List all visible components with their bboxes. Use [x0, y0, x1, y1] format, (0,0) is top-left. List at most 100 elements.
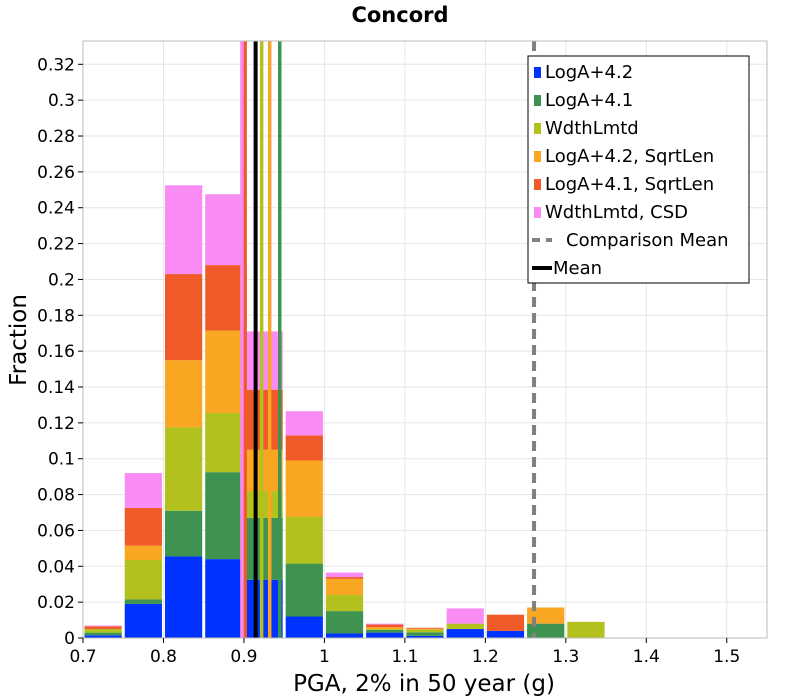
bar-segment [366, 627, 404, 630]
y-axis-label: Fraction [6, 294, 32, 386]
x-tick-label: 0.9 [230, 647, 257, 667]
bar-segment [446, 623, 484, 630]
y-tick-label: 0.18 [37, 306, 75, 326]
legend-swatch [534, 151, 541, 162]
legend: LogA+4.2 LogA+4.1 WdthLmtd LogA+4.2, SqrtLe… [527, 55, 750, 284]
legend-label: LogA+4.2, SqrtLen [545, 146, 714, 167]
bar-segment [245, 449, 283, 491]
bar-segment [325, 572, 364, 578]
legend-label: WdthLmtd [545, 118, 639, 139]
legend-swatch [534, 95, 541, 106]
legend-label: LogA+4.1, SqrtLen [545, 174, 714, 195]
bar-segment [164, 427, 203, 511]
x-tick-label: 1.3 [552, 647, 579, 667]
bar-segment [406, 629, 444, 633]
bar-segment [205, 472, 243, 560]
bar-segment [325, 633, 364, 638]
legend-box [527, 55, 750, 284]
y-tick-label: 0.1 [48, 450, 75, 470]
bar-segment [124, 508, 162, 546]
bar-segment [486, 614, 525, 631]
bar-segment [164, 274, 203, 361]
y-tick-label: 0.14 [37, 378, 75, 398]
bar-segment [406, 632, 444, 636]
legend-label: LogA+4.1 [545, 90, 633, 111]
bar-segment [124, 599, 162, 604]
bar-segment [245, 389, 283, 450]
bar-segment [446, 629, 484, 638]
bar-segment [205, 413, 243, 473]
bar-segment [325, 577, 364, 579]
x-tick-label: 0.8 [150, 647, 177, 667]
bars [84, 185, 605, 638]
bar-segment [245, 331, 283, 390]
bar-segment [406, 635, 444, 638]
y-tick-label: 0 [64, 629, 75, 649]
plot-frame [82, 40, 768, 639]
y-tick-label: 0.28 [37, 127, 75, 147]
x-axis-label: PGA, 2% in 50 year (g) [293, 671, 555, 697]
y-tick-label: 0.16 [37, 342, 75, 362]
bar-segment [84, 625, 122, 627]
bar-segment [285, 616, 323, 638]
bar-segment [366, 624, 404, 628]
x-tick-label: 1.4 [633, 647, 660, 667]
bar-segment [366, 629, 404, 633]
y-tick-label: 0.2 [48, 270, 75, 290]
bar-segment [164, 360, 203, 428]
bar-segment [285, 460, 323, 517]
legend-label: LogA+4.2 [545, 62, 633, 83]
bar-segment [205, 559, 243, 638]
y-tick-label: 0.3 [48, 91, 75, 111]
x-tick-label: 0.7 [69, 647, 96, 667]
bar-segment [406, 627, 444, 629]
bar-segment [325, 594, 364, 612]
bar-segment [205, 330, 243, 414]
bar-segment [164, 185, 203, 275]
legend-swatch [534, 123, 541, 134]
bar-segment [84, 632, 122, 636]
legend-swatch [534, 67, 541, 78]
bar-segment [205, 265, 243, 331]
chart-title: Concord [351, 3, 448, 27]
bar-segment [285, 411, 323, 436]
y-tick-label: 0.02 [37, 593, 75, 613]
bar-segment [164, 510, 203, 557]
bar-segment [527, 623, 565, 638]
bar-segment [124, 545, 162, 561]
bar-segment [285, 435, 323, 461]
bar-segment [366, 623, 404, 625]
bar-segment [486, 630, 525, 638]
bar-segment [366, 629, 404, 630]
bar-segment [84, 629, 122, 633]
bar-segment [124, 473, 162, 509]
x-tick-label: 1.1 [391, 647, 418, 667]
x-tick-label: 1.2 [472, 647, 499, 667]
legend-label: Comparison Mean [566, 230, 729, 251]
legend-swatch [534, 207, 541, 218]
legend-label: Mean [553, 258, 602, 279]
bar-segment [567, 621, 605, 638]
bar-segment [84, 626, 122, 630]
y-tick-label: 0.06 [37, 521, 75, 541]
bar-segment [245, 490, 283, 518]
bar-segment [285, 516, 323, 564]
y-tick-label: 0.32 [37, 55, 75, 75]
bar-segment [245, 517, 283, 580]
bar-segment [164, 556, 203, 638]
bar-segment [406, 628, 444, 630]
bar-segment [124, 560, 162, 600]
legend-label: WdthLmtd, CSD [545, 202, 688, 223]
legend-swatch [534, 179, 541, 190]
bar-segment [84, 635, 122, 638]
mean-lines [240, 41, 537, 638]
bar-segment [325, 611, 364, 634]
x-tick-label: 1.5 [713, 647, 740, 667]
bar-segment [325, 578, 364, 595]
axes: 0.7 0.8 0.9 1 1.1 1.2 1.3 1.4 1.5 0 0.02 0.04 0.06 0.… [37, 55, 740, 667]
y-tick-label: 0.04 [37, 557, 75, 577]
bar-segment [205, 194, 243, 266]
y-tick-label: 0.24 [37, 199, 75, 219]
